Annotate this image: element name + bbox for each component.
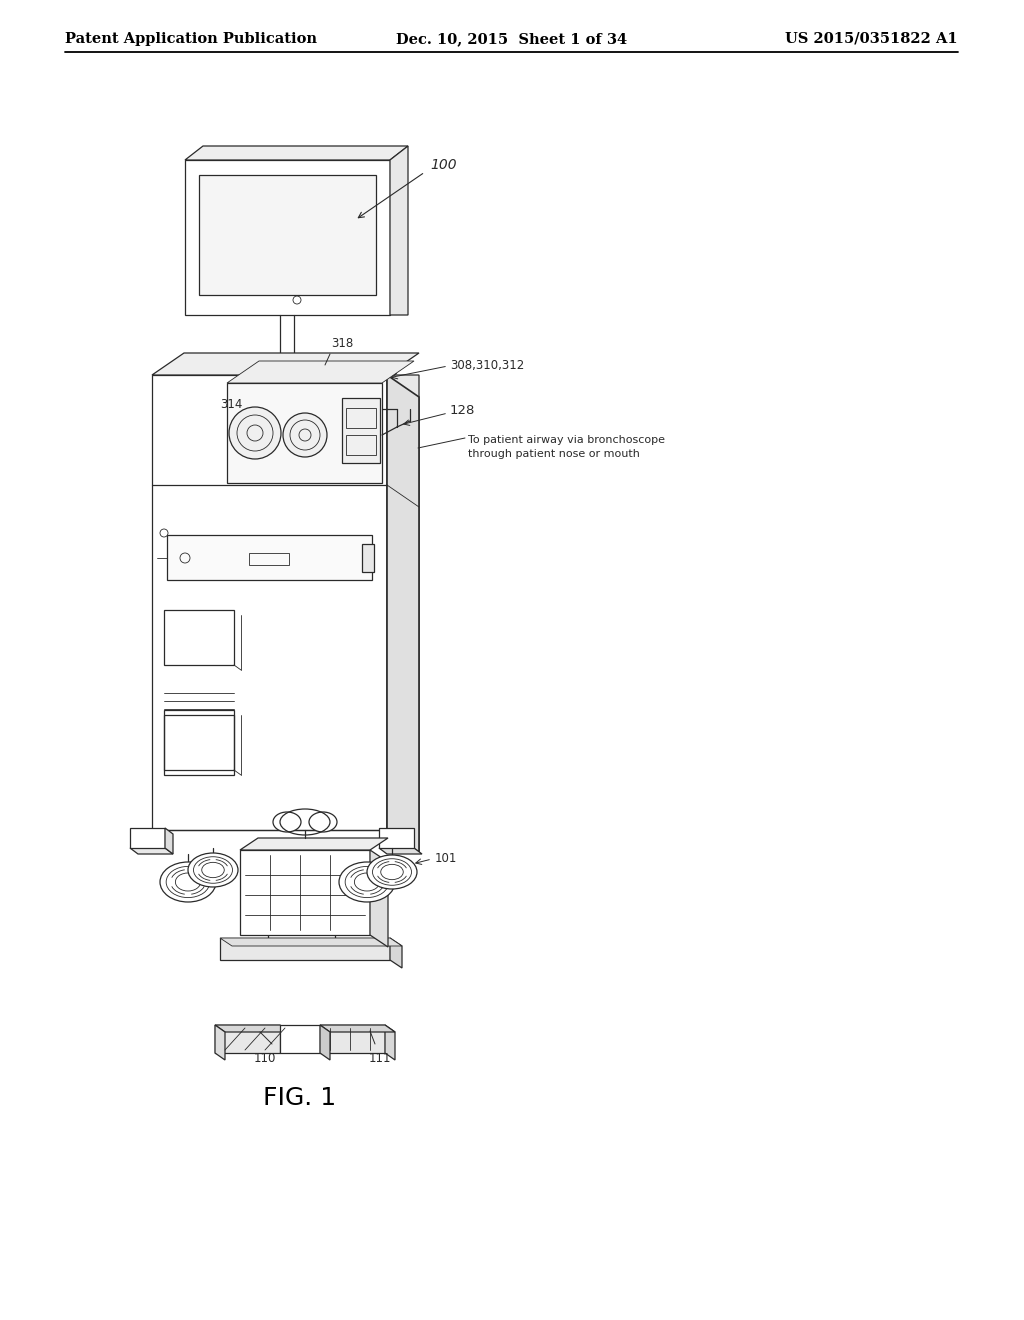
Text: 110: 110 (254, 1052, 276, 1065)
Ellipse shape (367, 855, 417, 888)
Text: Dec. 10, 2015  Sheet 1 of 34: Dec. 10, 2015 Sheet 1 of 34 (396, 32, 628, 46)
Polygon shape (390, 147, 408, 315)
Polygon shape (307, 356, 315, 374)
Polygon shape (220, 939, 402, 946)
Polygon shape (227, 360, 414, 383)
Text: US 2015/0351822 A1: US 2015/0351822 A1 (785, 32, 958, 46)
Text: 314: 314 (220, 397, 243, 411)
Polygon shape (130, 847, 173, 854)
Text: FIG. 1: FIG. 1 (263, 1086, 337, 1110)
Polygon shape (387, 375, 419, 851)
Bar (167, 535, 372, 579)
Polygon shape (387, 375, 419, 851)
Polygon shape (199, 176, 376, 294)
Polygon shape (152, 352, 419, 375)
Bar (362, 544, 374, 572)
Polygon shape (215, 1026, 290, 1032)
Text: 101: 101 (435, 851, 458, 865)
Bar (346, 436, 376, 455)
Ellipse shape (273, 812, 301, 832)
Bar (164, 610, 234, 665)
Polygon shape (379, 828, 414, 847)
Polygon shape (319, 1026, 330, 1060)
Bar (342, 399, 380, 463)
Polygon shape (152, 375, 387, 830)
Text: 318: 318 (331, 337, 353, 350)
Polygon shape (240, 850, 370, 935)
Bar (164, 710, 234, 770)
Polygon shape (385, 1026, 395, 1060)
Polygon shape (240, 838, 388, 850)
Bar (249, 553, 289, 565)
Text: 128: 128 (450, 404, 475, 417)
Polygon shape (185, 147, 408, 160)
Polygon shape (390, 939, 402, 968)
Circle shape (283, 413, 327, 457)
Polygon shape (267, 356, 307, 367)
Text: 111: 111 (369, 1052, 391, 1065)
Polygon shape (379, 847, 422, 854)
Polygon shape (220, 939, 390, 960)
Polygon shape (130, 828, 165, 847)
Ellipse shape (309, 812, 337, 832)
Polygon shape (165, 828, 173, 854)
Ellipse shape (339, 862, 395, 902)
Bar (164, 715, 234, 775)
Bar (346, 408, 376, 428)
Polygon shape (227, 383, 382, 483)
Text: Patent Application Publication: Patent Application Publication (65, 32, 317, 46)
Text: To patient airway via bronchoscope
through patient nose or mouth: To patient airway via bronchoscope throu… (468, 436, 665, 459)
Polygon shape (319, 1026, 385, 1053)
Polygon shape (280, 1026, 319, 1053)
Polygon shape (215, 1026, 225, 1060)
Ellipse shape (160, 862, 216, 902)
Text: 308,310,312: 308,310,312 (450, 359, 524, 371)
Polygon shape (319, 1026, 395, 1032)
Polygon shape (215, 1026, 280, 1053)
Circle shape (229, 407, 281, 459)
Polygon shape (370, 850, 388, 946)
Ellipse shape (188, 853, 238, 887)
Text: 100: 100 (430, 158, 457, 172)
Polygon shape (185, 160, 390, 315)
